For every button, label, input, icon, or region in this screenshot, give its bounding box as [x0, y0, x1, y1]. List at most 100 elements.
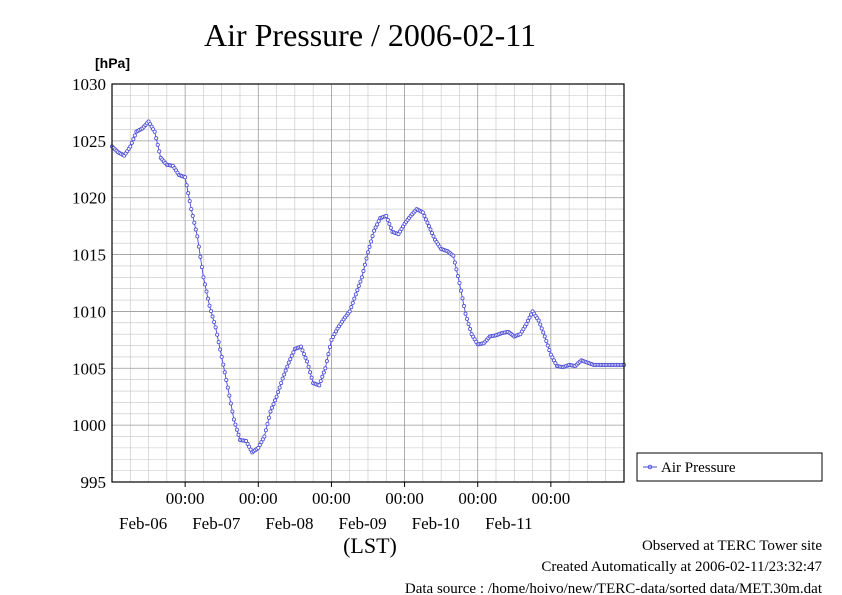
- series-point: [298, 344, 303, 349]
- series-point: [301, 352, 306, 357]
- series-point: [205, 296, 210, 301]
- series-point: [320, 374, 325, 379]
- data-series: [110, 119, 627, 455]
- series-point: [466, 321, 471, 326]
- series-point: [465, 316, 470, 321]
- legend-entry-air-pressure: Air Pressure: [661, 460, 736, 476]
- series-point: [221, 362, 226, 367]
- x-tick-date-label: Feb-11: [485, 514, 533, 533]
- series-point: [279, 381, 284, 386]
- series-point: [359, 275, 364, 280]
- x-tick-labels: 00:00 Feb-06 00:00 Feb-07 00:00 Feb-08 00:00 Fe…: [119, 482, 570, 533]
- series-point: [364, 256, 369, 261]
- series-point: [216, 340, 221, 345]
- series-point: [361, 269, 366, 274]
- x-tick-date-label: Feb-08: [265, 514, 313, 533]
- series-point: [372, 228, 377, 233]
- series-point: [425, 220, 430, 225]
- series-point: [184, 183, 189, 188]
- y-tick-label: 1015: [72, 246, 106, 265]
- series-point: [385, 217, 390, 222]
- series-point: [538, 322, 543, 327]
- series-point: [536, 318, 541, 323]
- series-point: [187, 199, 192, 204]
- series-point: [195, 234, 200, 239]
- series-point: [370, 234, 375, 239]
- series-point: [452, 260, 457, 265]
- series-point: [327, 344, 332, 349]
- series-point: [356, 283, 361, 288]
- series-point: [215, 332, 220, 337]
- series-point: [463, 311, 468, 316]
- series-point: [376, 219, 381, 224]
- series-point: [387, 221, 392, 226]
- series-point: [183, 175, 188, 180]
- series-point: [132, 133, 137, 138]
- footer-data-source: Data source : /home/hoivo/new/TERC-data/…: [405, 581, 823, 595]
- series-point: [422, 213, 427, 218]
- series-point: [202, 282, 207, 287]
- series-point: [352, 296, 357, 301]
- series-point: [526, 318, 531, 323]
- series-point: [282, 372, 287, 377]
- series-point: [384, 213, 389, 218]
- series-point: [196, 244, 201, 249]
- series-point: [358, 279, 363, 284]
- series-point: [375, 222, 380, 227]
- series-point: [266, 415, 271, 420]
- series-point: [234, 427, 239, 432]
- y-tick-label: 1010: [72, 302, 106, 321]
- y-tick-label: 1000: [72, 416, 106, 435]
- series-point: [222, 370, 227, 375]
- series-point: [369, 239, 374, 244]
- series-point: [306, 364, 311, 369]
- series-point: [154, 136, 159, 141]
- series-point: [190, 213, 195, 218]
- footer-observed: Observed at TERC Tower site: [642, 538, 822, 554]
- series-point: [547, 348, 552, 353]
- series-point: [305, 359, 310, 364]
- series-point: [347, 309, 352, 314]
- series-point: [268, 409, 273, 414]
- y-tick-label: 1005: [72, 359, 106, 378]
- footer-created: Created Automatically at 2006-02-11/23:3…: [541, 559, 822, 575]
- series-point: [209, 309, 214, 314]
- series-point: [323, 366, 328, 371]
- series-point: [285, 364, 290, 369]
- grid-minor: [112, 84, 624, 482]
- series-point: [210, 314, 215, 319]
- series-point: [269, 405, 274, 410]
- series-point: [428, 227, 433, 232]
- x-tick-time-label: 00:00: [166, 489, 205, 508]
- series-point: [213, 325, 218, 330]
- legend-swatch-marker: [647, 464, 653, 470]
- series-point: [365, 250, 370, 255]
- series-point: [204, 289, 209, 294]
- series-point: [131, 137, 136, 142]
- series-point: [458, 288, 463, 293]
- series-point: [527, 315, 532, 320]
- series-point: [355, 288, 360, 293]
- series-point: [129, 140, 134, 145]
- plot-frame: [111, 83, 625, 483]
- series-point: [373, 225, 378, 230]
- series-point: [274, 394, 279, 399]
- series-point: [455, 274, 460, 279]
- series-point: [461, 304, 466, 309]
- chart-title: Air Pressure / 2006-02-11: [204, 17, 536, 53]
- x-axis-label: (LST): [343, 533, 397, 558]
- series-point: [317, 383, 322, 388]
- series-point: [303, 355, 308, 360]
- series-point: [262, 434, 267, 439]
- series-point: [423, 217, 428, 222]
- series-point: [539, 326, 544, 331]
- series-point: [542, 334, 547, 339]
- series-point: [524, 321, 529, 326]
- y-tick-labels: 995 1000 1005 1010 1015 1020 1025 1030: [72, 75, 106, 492]
- series-point: [308, 370, 313, 375]
- x-tick-date-label: Feb-10: [412, 514, 460, 533]
- series-point: [426, 224, 431, 229]
- series-point: [429, 230, 434, 235]
- series-point: [193, 227, 198, 232]
